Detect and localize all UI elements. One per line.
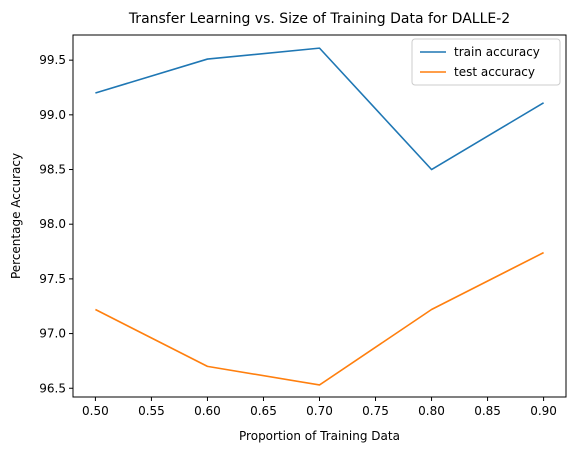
x-tick-label: 0.80 xyxy=(418,404,445,418)
y-tick-label: 97.5 xyxy=(39,272,66,286)
x-tick-label: 0.75 xyxy=(362,404,389,418)
x-tick-label: 0.90 xyxy=(530,404,557,418)
x-tick-label: 0.70 xyxy=(306,404,333,418)
series-lines xyxy=(95,47,545,386)
y-tick-label: 96.5 xyxy=(39,381,66,395)
x-tick-label: 0.60 xyxy=(194,404,221,418)
plot-frame xyxy=(72,34,567,398)
series-line-test-accuracy xyxy=(95,251,544,386)
x-tick-label: 0.50 xyxy=(82,404,109,418)
chart-title: Transfer Learning vs. Size of Training D… xyxy=(128,11,510,27)
y-tick-label: 98.0 xyxy=(39,217,66,231)
y-axis: 96.5 97.0 97.5 98.0 98.5 99.0 99.5 xyxy=(39,53,73,395)
plot-area: 0.50 0.55 0.60 0.65 0.70 0.75 0.80 0.85 0.90 96.… xyxy=(39,34,567,418)
y-tick-label: 99.5 xyxy=(39,53,66,67)
legend-box xyxy=(411,38,561,86)
y-tick-label: 99.0 xyxy=(39,108,66,122)
legend-label: train accuracy xyxy=(454,45,540,59)
x-tick-label: 0.65 xyxy=(250,404,277,418)
y-tick-label: 97.0 xyxy=(39,327,66,341)
x-axis-label: Proportion of Training Data xyxy=(239,429,400,443)
x-axis: 0.50 0.55 0.60 0.65 0.70 0.75 0.80 0.85 0.90 xyxy=(82,397,557,418)
x-tick-label: 0.55 xyxy=(138,404,165,418)
legend: train accuracy test accuracy xyxy=(411,38,561,86)
y-tick-label: 98.5 xyxy=(39,163,66,177)
y-axis-label: Percentage Accuracy xyxy=(9,153,23,279)
legend-label: test accuracy xyxy=(454,65,535,79)
x-tick-label: 0.85 xyxy=(474,404,501,418)
